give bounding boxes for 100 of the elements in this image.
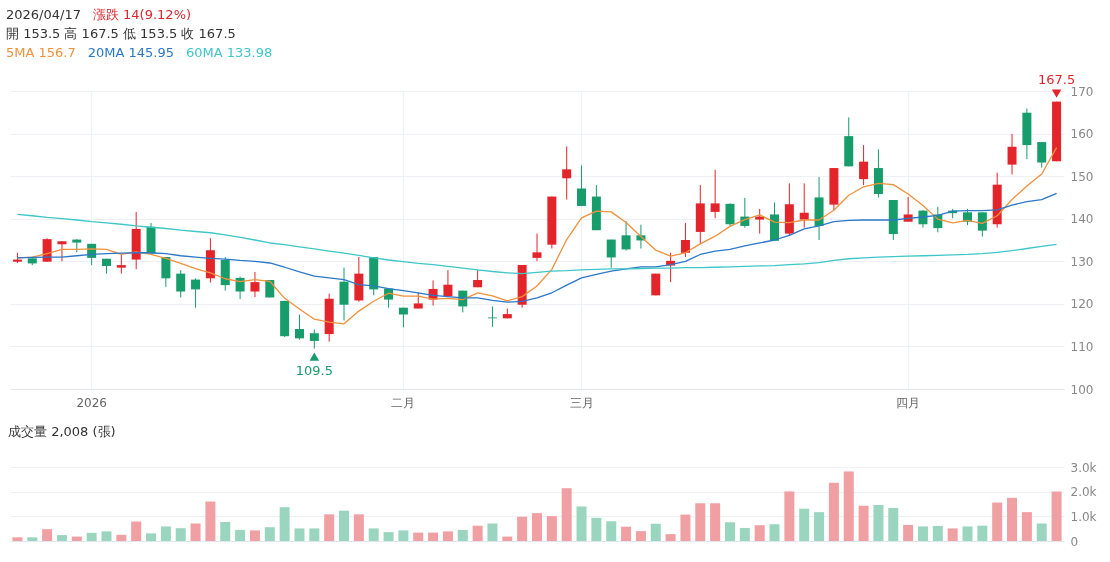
candlestick: [57, 240, 67, 262]
y-tick-label: 130: [1070, 254, 1094, 269]
bar: [294, 528, 305, 541]
bar: [86, 532, 97, 541]
candlestick: [562, 145, 572, 201]
text: 漲跌 14(9.12%): [92, 7, 192, 22]
candlestick: [977, 211, 987, 238]
bar: [621, 526, 632, 541]
candlestick: [116, 253, 126, 275]
bar: [309, 528, 320, 541]
bar: [754, 525, 765, 541]
bar: [220, 522, 231, 541]
x-tick-label: 2026: [76, 395, 107, 410]
bar: [131, 521, 142, 541]
bar: [799, 508, 810, 541]
bar: [739, 527, 750, 541]
chart-title: 2026/04/17: [6, 7, 81, 22]
candlestick: [799, 182, 809, 229]
bar: [339, 510, 350, 541]
candlestick: [532, 233, 542, 262]
annotation: 167.5: [1037, 71, 1076, 87]
candlestick: [621, 220, 631, 252]
bar: [249, 530, 260, 541]
bar: [977, 525, 988, 541]
text: 5MA 156.7: [6, 45, 76, 60]
bar: [724, 522, 735, 541]
bar: [769, 524, 780, 541]
candlestick: [309, 328, 319, 350]
bar: [1051, 491, 1062, 541]
bar: [888, 507, 899, 541]
y-tick-label: 160: [1070, 127, 1094, 142]
bar: [828, 482, 839, 541]
bar: [606, 521, 617, 541]
bar: [546, 516, 557, 541]
bar: [413, 532, 424, 541]
bar: [398, 530, 409, 541]
bar: [383, 532, 394, 541]
y-tick-label: 140: [1070, 212, 1094, 227]
annotation: 109.5: [295, 362, 333, 378]
candlestick: [235, 276, 245, 300]
bar: [235, 529, 246, 541]
y-tick-label: 1.0k: [1070, 509, 1097, 524]
bar: [680, 514, 691, 541]
bar: [175, 528, 186, 541]
bar: [710, 503, 721, 541]
chart-title: 成交量 2,008 (張): [8, 424, 116, 439]
bar: [665, 534, 676, 541]
y-tick-label: 100: [1070, 382, 1094, 397]
x-tick-label: 三月: [569, 395, 594, 410]
bar: [858, 505, 869, 541]
bar: [1021, 512, 1032, 541]
bar: [116, 534, 127, 541]
bar: [917, 526, 928, 541]
bar: [903, 524, 914, 541]
bar: [784, 491, 795, 541]
line-series: [16, 213, 1058, 275]
text: 20MA 145.95: [87, 45, 175, 60]
candlestick: [606, 239, 616, 269]
bar: [591, 517, 602, 541]
bar: [146, 533, 157, 541]
candlestick: [755, 208, 765, 235]
x-tick-label: 二月: [391, 395, 416, 410]
chart-subtitle: 開 153.5 高 167.5 低 153.5 收 167.5: [6, 25, 237, 43]
bar: [932, 525, 943, 541]
bar: [502, 536, 513, 541]
bar: [368, 528, 379, 541]
candlestick: [1037, 141, 1047, 169]
bar: [12, 537, 23, 541]
bar: [101, 531, 112, 541]
candlestick: [680, 222, 690, 258]
bar: [532, 513, 542, 541]
candlestick: [176, 269, 186, 298]
candlestick: [443, 269, 453, 297]
bar: [873, 504, 884, 541]
bar: [1036, 523, 1047, 541]
bar: [843, 471, 854, 541]
candlestick: [191, 277, 201, 309]
bar: [428, 532, 439, 541]
bar: [992, 502, 1003, 541]
candlestick: [250, 271, 260, 298]
y-tick-label: 2.0k: [1070, 485, 1097, 500]
bar: [42, 529, 53, 541]
bar: [487, 523, 498, 541]
candlestick: [859, 144, 869, 186]
bar: [1007, 497, 1018, 541]
bar: [353, 514, 364, 541]
bar: [190, 523, 201, 541]
bar: [27, 537, 38, 541]
candlestick: [710, 169, 720, 219]
bar: [472, 525, 483, 541]
y-tick-label: 3.0k: [1070, 460, 1097, 475]
bar: [264, 527, 275, 541]
candlestick: [577, 165, 587, 207]
candlestick: [161, 256, 171, 288]
bar: [695, 503, 706, 541]
bar: [517, 516, 528, 541]
y-tick-label: 110: [1070, 339, 1094, 354]
bar: [160, 526, 171, 541]
bar: [279, 507, 290, 541]
bar: [962, 526, 973, 541]
